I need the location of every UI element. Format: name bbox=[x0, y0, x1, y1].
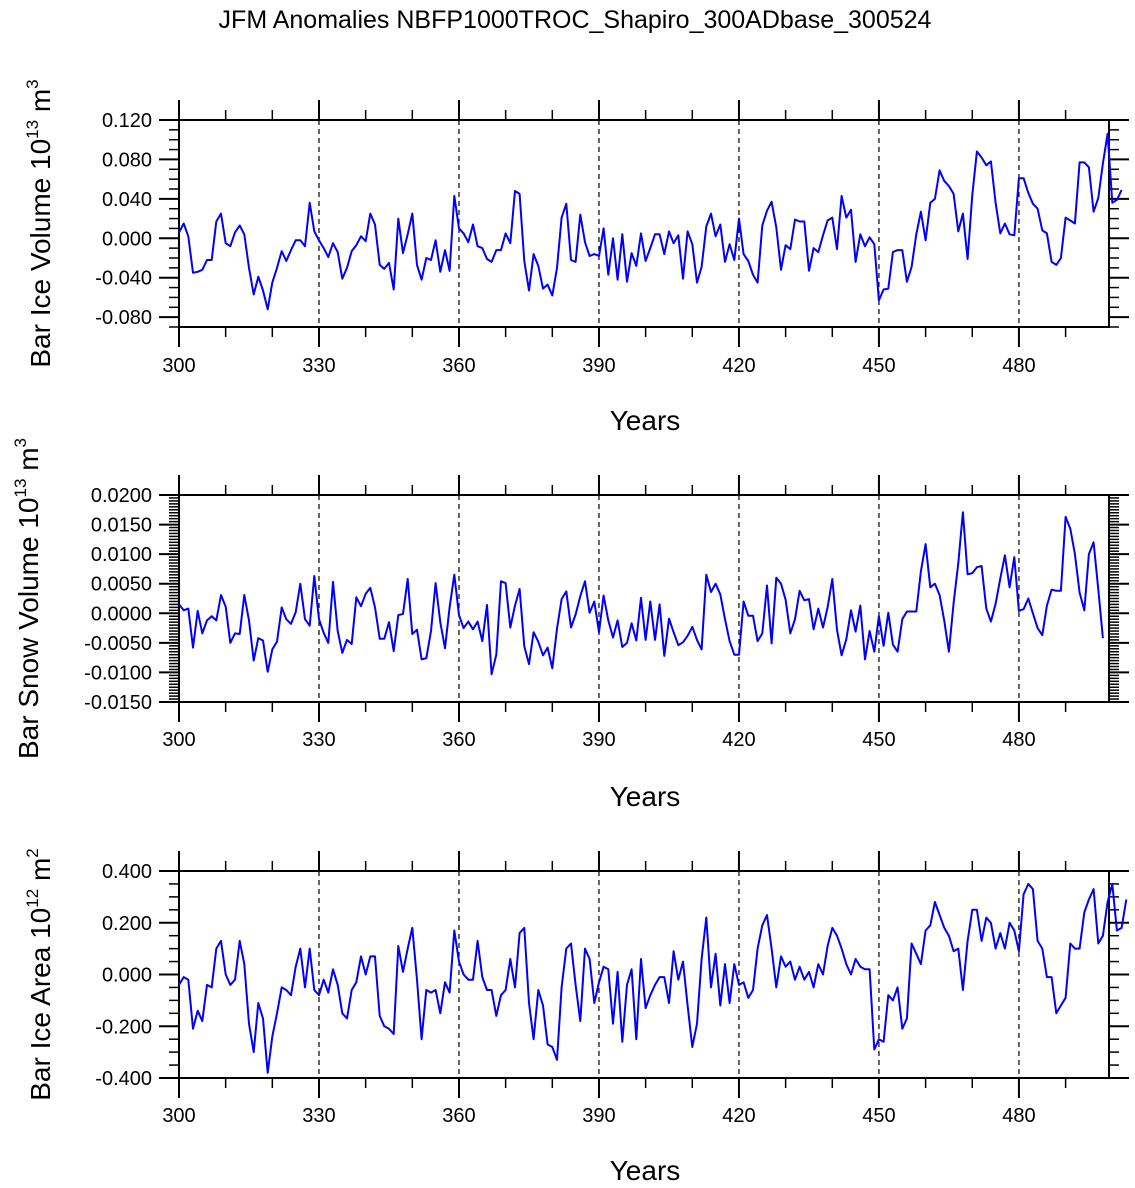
x-axis-title: Years bbox=[610, 1155, 681, 1186]
y-axis-title-exponent: 13 bbox=[11, 479, 30, 498]
y-axis-title: Bar Snow Volume 1013 m3 bbox=[11, 438, 44, 759]
x-tick-label: 360 bbox=[442, 729, 475, 751]
y-axis-title-unit: m bbox=[25, 89, 56, 120]
y-tick-label: 0.400 bbox=[102, 861, 152, 883]
y-tick-label: -0.400 bbox=[95, 1068, 152, 1090]
x-tick-label: 330 bbox=[302, 355, 335, 377]
x-tick-label: 390 bbox=[582, 355, 615, 377]
y-tick-label: -0.080 bbox=[95, 307, 152, 329]
y-axis-title-exponent: 12 bbox=[23, 889, 42, 908]
panel-3: 300 330 360 390 420 450 480 Years 0.400 0.200 0.00… bbox=[23, 848, 1129, 1186]
x-tick-label: 360 bbox=[442, 355, 475, 377]
y-tick-label: -0.040 bbox=[95, 268, 152, 290]
y-tick-label: 0.080 bbox=[102, 149, 152, 171]
y-tick-label: 0.0000 bbox=[91, 603, 152, 625]
y-axis-title-text: Bar Ice Volume 10 bbox=[25, 139, 56, 368]
x-tick-label: 450 bbox=[862, 355, 895, 377]
y-tick-label: -0.0150 bbox=[84, 692, 152, 714]
y-tick-label: 0.000 bbox=[102, 228, 152, 250]
y-tick-label: 0.0050 bbox=[91, 574, 152, 596]
x-tick-label: 480 bbox=[1002, 355, 1035, 377]
y-tick-label: 0.200 bbox=[102, 913, 152, 935]
panel-1: 300 330 360 390 420 450 480 Years 0.120 0.080 0.04… bbox=[23, 79, 1129, 436]
y-axis-title-unit: m bbox=[13, 447, 44, 478]
chart-title: JFM Anomalies NBFP1000TROC_Shapiro_300AD… bbox=[219, 6, 932, 34]
x-tick-label: 300 bbox=[162, 1105, 195, 1127]
y-tick-label: 0.0150 bbox=[91, 515, 152, 537]
y-axis-title-unit: m bbox=[25, 858, 56, 889]
x-tick-label: 420 bbox=[722, 1105, 755, 1127]
x-tick-label: 390 bbox=[582, 1105, 615, 1127]
y-tick-label: -0.0050 bbox=[84, 633, 152, 655]
x-tick-label: 420 bbox=[722, 355, 755, 377]
y-axis-title-unit-exponent: 3 bbox=[23, 79, 42, 88]
plot-frame bbox=[178, 119, 1110, 328]
x-tick-label: 330 bbox=[302, 729, 335, 751]
y-axis-title-exponent: 13 bbox=[23, 120, 42, 139]
x-tick-label: 360 bbox=[442, 1105, 475, 1127]
x-tick-label: 390 bbox=[582, 729, 615, 751]
x-tick-label: 480 bbox=[1002, 1105, 1035, 1127]
y-axis-title: Bar Ice Volume 1013 m3 bbox=[23, 79, 56, 367]
data-series-line bbox=[178, 511, 1104, 676]
x-axis-title: Years bbox=[610, 405, 681, 436]
y-axis-title-text: Bar Snow Volume 10 bbox=[13, 498, 44, 760]
data-series-line bbox=[178, 882, 1128, 1074]
y-tick-label: 0.0200 bbox=[91, 485, 152, 507]
x-tick-label: 450 bbox=[862, 729, 895, 751]
x-tick-label: 450 bbox=[862, 1105, 895, 1127]
x-tick-label: 300 bbox=[162, 355, 195, 377]
y-tick-label: 0.040 bbox=[102, 189, 152, 211]
y-tick-label: -0.0100 bbox=[84, 662, 152, 684]
x-axis-title: Years bbox=[610, 781, 681, 812]
y-tick-label: 0.000 bbox=[102, 965, 152, 987]
y-tick-label: 0.0100 bbox=[91, 544, 152, 566]
y-axis-title: Bar Ice Area 1012 m2 bbox=[23, 848, 56, 1101]
y-tick-label: 0.120 bbox=[102, 110, 152, 132]
data-series-line bbox=[178, 132, 1123, 311]
x-tick-label: 330 bbox=[302, 1105, 335, 1127]
y-axis-title-text: Bar Ice Area 10 bbox=[25, 908, 56, 1101]
y-axis-title-unit-exponent: 3 bbox=[11, 438, 30, 447]
panel-2: 300 330 360 390 420 450 480 Years 0.0200 0.0150 0.… bbox=[11, 438, 1129, 812]
y-axis-title-unit-exponent: 2 bbox=[23, 848, 42, 857]
x-tick-label: 420 bbox=[722, 729, 755, 751]
x-tick-label: 300 bbox=[162, 729, 195, 751]
x-tick-label: 480 bbox=[1002, 729, 1035, 751]
y-tick-label: -0.200 bbox=[95, 1016, 152, 1038]
